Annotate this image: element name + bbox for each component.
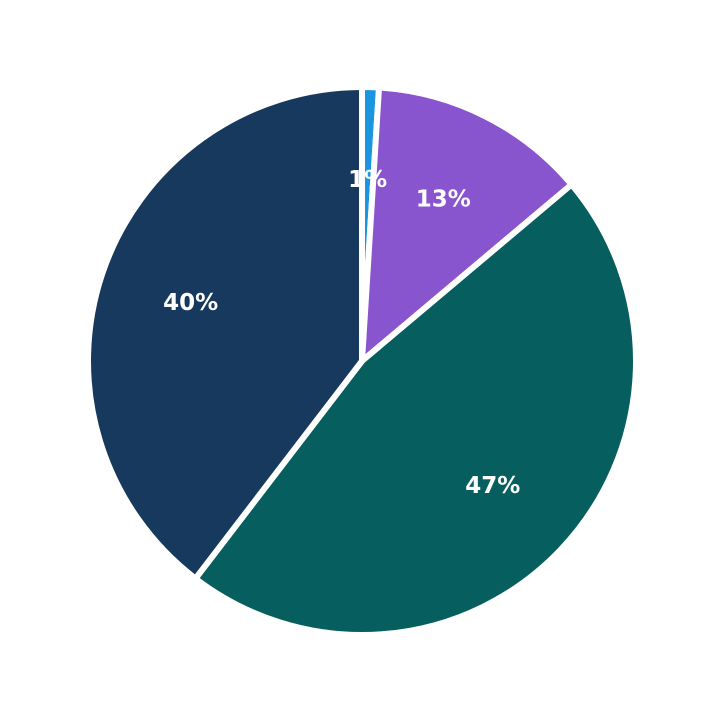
pie-slice-teal: [192, 181, 639, 638]
pie-slice-navy: [85, 84, 365, 582]
pie-slice-percent-label-navy: 40%: [163, 290, 218, 316]
pie-slice-percent-label-teal: 47%: [465, 473, 520, 499]
pie-slice-purple: [359, 84, 575, 364]
pie-slice-percent-label-purple: 13%: [416, 187, 471, 213]
pie-slice-percent-label-azure: 1%: [348, 167, 387, 193]
